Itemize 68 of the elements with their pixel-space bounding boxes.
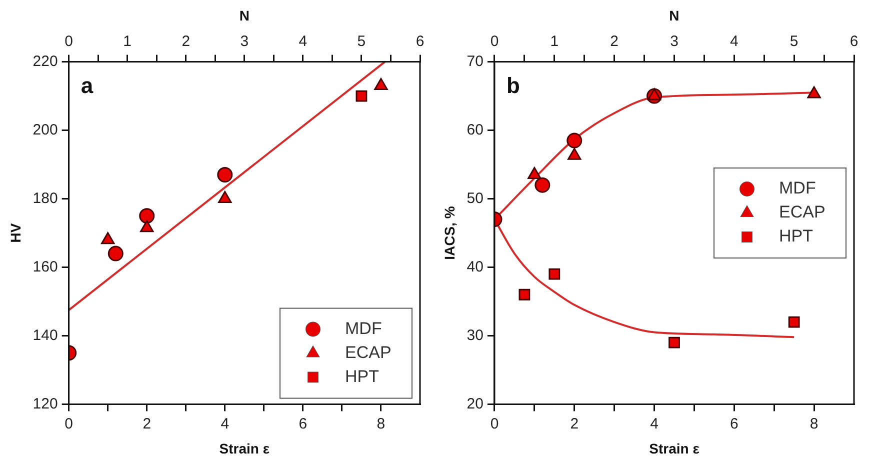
x-tick-label: 6 — [730, 415, 738, 432]
x2-tick-label: 2 — [610, 32, 618, 50]
x2-tick-label: 4 — [298, 32, 308, 50]
legend-label: HPT — [779, 226, 813, 246]
point — [807, 86, 821, 98]
point — [668, 336, 680, 348]
point — [528, 167, 542, 180]
x-tick-label: 4 — [650, 415, 658, 432]
point — [218, 191, 232, 204]
x2-tick-label: 4 — [730, 32, 738, 50]
y-tick-label: 180 — [32, 190, 58, 207]
y-tick-label: 160 — [32, 258, 58, 276]
point — [566, 132, 582, 148]
point — [518, 288, 530, 300]
x-tick-label: 2 — [142, 415, 152, 432]
x-tick-label: 8 — [376, 415, 386, 432]
legend-label: ECAP — [345, 342, 392, 362]
x2-tick-label: 2 — [182, 32, 190, 50]
x2-axis-title: N — [239, 7, 250, 24]
point — [788, 316, 800, 328]
y-axis-title: HV — [7, 222, 24, 243]
point — [139, 208, 155, 224]
y-tick-label: 200 — [32, 121, 58, 138]
y-tick-label: 120 — [32, 395, 58, 412]
legend-label: ECAP — [779, 202, 826, 222]
point — [568, 148, 582, 160]
x2-tick-label: 6 — [850, 32, 858, 50]
y-tick-label: 40 — [466, 258, 484, 276]
y-tick-label: 140 — [32, 326, 58, 344]
y-axis-title: IACS, % — [441, 206, 458, 260]
point — [647, 88, 662, 100]
x-tick-label: 4 — [220, 415, 230, 432]
y-tick-label: 60 — [466, 121, 484, 138]
legend-label: MDF — [345, 318, 382, 338]
legend-label: MDF — [779, 178, 816, 198]
x2-tick-label: 3 — [240, 32, 249, 50]
x-tick-label: 0 — [490, 415, 499, 432]
y-tick-label: 30 — [466, 326, 484, 344]
x2-tick-label: 5 — [790, 32, 798, 50]
annotation: b — [506, 72, 520, 98]
x2-tick-label: 1 — [123, 32, 132, 50]
x2-tick-label: 0 — [64, 32, 73, 50]
x-tick-label: 0 — [64, 415, 73, 432]
point — [548, 268, 560, 280]
x-axis-title: Strain ε — [219, 440, 270, 456]
point — [534, 177, 550, 193]
x2-tick-label: 3 — [670, 32, 678, 50]
x2-tick-label: 0 — [490, 32, 499, 50]
x2-tick-label: 6 — [416, 32, 424, 50]
y-tick-label: 50 — [466, 190, 484, 207]
point — [374, 78, 388, 90]
y-tick-label: 20 — [466, 395, 484, 412]
y-tick-label: 70 — [466, 52, 484, 70]
point — [108, 246, 124, 262]
x2-tick-label: 1 — [550, 32, 559, 50]
legend-label: HPT — [345, 366, 379, 386]
x2-tick-label: 5 — [357, 32, 366, 50]
x-tick-label: 8 — [810, 415, 818, 432]
x-axis-title: Strain ε — [649, 440, 700, 456]
point — [140, 220, 154, 232]
y-tick-label: 220 — [32, 52, 58, 70]
point — [356, 90, 368, 102]
annotation: a — [80, 72, 94, 98]
point — [217, 167, 233, 183]
x-tick-label: 6 — [298, 415, 308, 432]
x-tick-label: 2 — [570, 415, 579, 432]
x2-axis-title: N — [669, 7, 680, 24]
point — [101, 232, 115, 244]
